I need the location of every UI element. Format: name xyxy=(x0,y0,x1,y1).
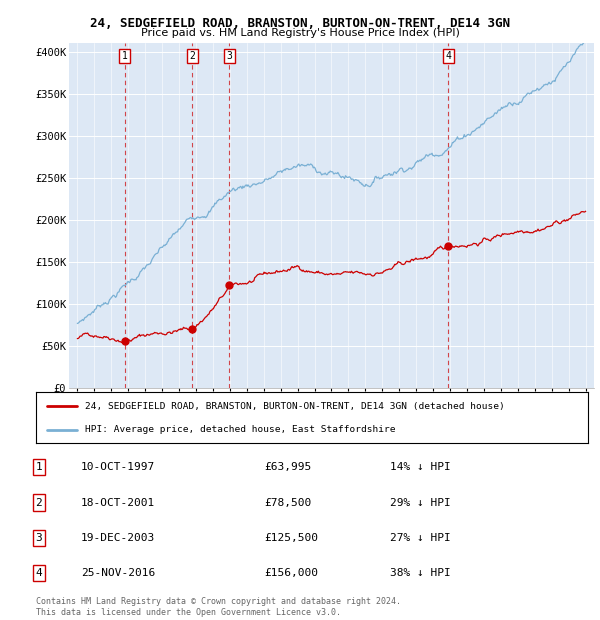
Text: 24, SEDGEFIELD ROAD, BRANSTON, BURTON-ON-TRENT, DE14 3GN: 24, SEDGEFIELD ROAD, BRANSTON, BURTON-ON… xyxy=(90,17,510,30)
Text: 24, SEDGEFIELD ROAD, BRANSTON, BURTON-ON-TRENT, DE14 3GN (detached house): 24, SEDGEFIELD ROAD, BRANSTON, BURTON-ON… xyxy=(85,402,505,410)
Text: 38% ↓ HPI: 38% ↓ HPI xyxy=(390,568,451,578)
Text: 4: 4 xyxy=(35,568,43,578)
Text: 3: 3 xyxy=(35,533,43,543)
Text: 3: 3 xyxy=(226,51,232,61)
Text: 29% ↓ HPI: 29% ↓ HPI xyxy=(390,497,451,508)
Text: 2: 2 xyxy=(190,51,196,61)
Text: Contains HM Land Registry data © Crown copyright and database right 2024.
This d: Contains HM Land Registry data © Crown c… xyxy=(36,598,401,617)
Text: 1: 1 xyxy=(35,462,43,472)
Text: 4: 4 xyxy=(445,51,451,61)
Text: 25-NOV-2016: 25-NOV-2016 xyxy=(81,568,155,578)
Text: 19-DEC-2003: 19-DEC-2003 xyxy=(81,533,155,543)
Text: 1: 1 xyxy=(122,51,127,61)
Text: Price paid vs. HM Land Registry's House Price Index (HPI): Price paid vs. HM Land Registry's House … xyxy=(140,28,460,38)
Text: HPI: Average price, detached house, East Staffordshire: HPI: Average price, detached house, East… xyxy=(85,425,395,434)
Text: 10-OCT-1997: 10-OCT-1997 xyxy=(81,462,155,472)
Text: £125,500: £125,500 xyxy=(264,533,318,543)
Text: £63,995: £63,995 xyxy=(264,462,311,472)
Text: 18-OCT-2001: 18-OCT-2001 xyxy=(81,497,155,508)
Text: 27% ↓ HPI: 27% ↓ HPI xyxy=(390,533,451,543)
Text: £78,500: £78,500 xyxy=(264,497,311,508)
Text: £156,000: £156,000 xyxy=(264,568,318,578)
Text: 2: 2 xyxy=(35,497,43,508)
Text: 14% ↓ HPI: 14% ↓ HPI xyxy=(390,462,451,472)
